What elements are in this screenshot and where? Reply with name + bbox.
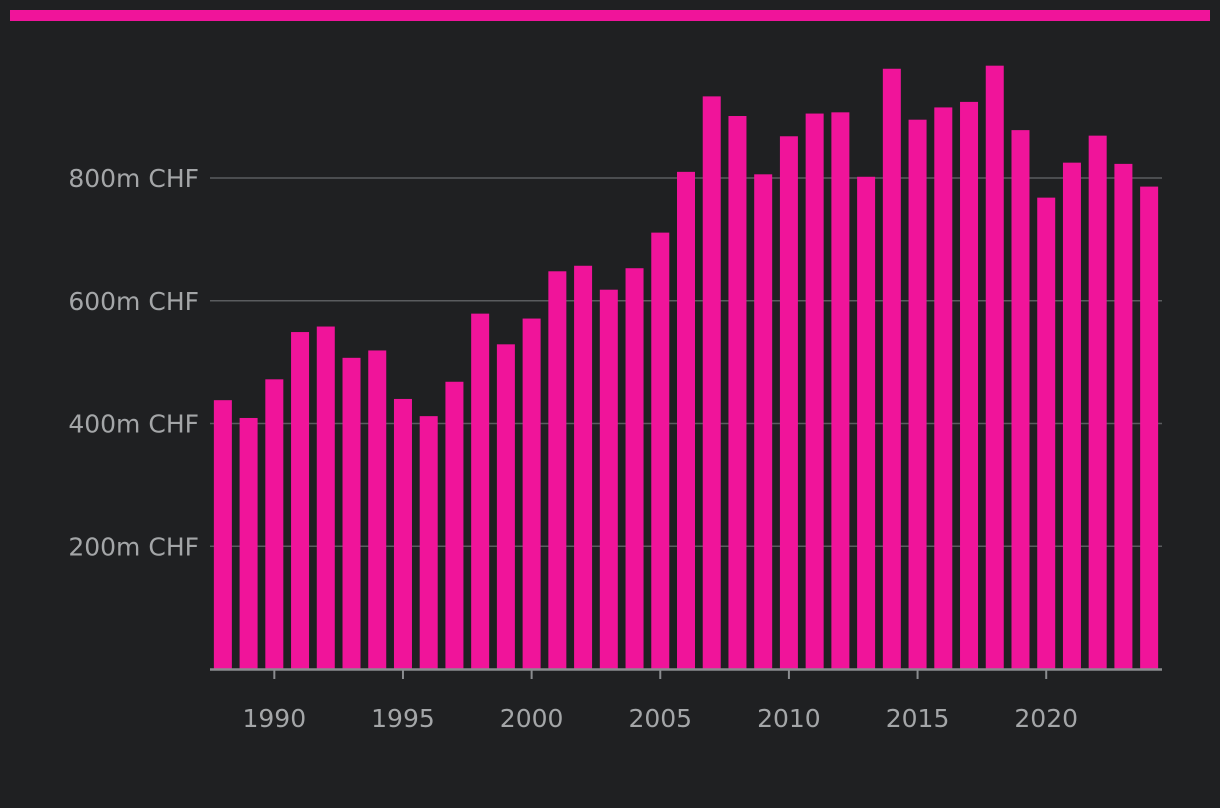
bar-2006	[677, 172, 695, 669]
bar-1991	[291, 332, 309, 669]
bar-2017	[960, 102, 978, 669]
y-tick-labels: 200m CHF 400m CHF 600m CHF 800m CHF	[68, 164, 199, 561]
bar-2022	[1089, 136, 1107, 669]
bar-2002	[574, 266, 592, 669]
x-tick-label: 1995	[371, 704, 435, 733]
bar-2015	[909, 120, 927, 669]
x-tick-label: 2010	[757, 704, 821, 733]
x-tick-labels: 1990 1995 2000 2005 2010 2015 2020	[243, 704, 1079, 733]
bar-1988	[214, 400, 232, 669]
bars	[214, 66, 1158, 669]
bar-2024	[1140, 187, 1158, 669]
bar-2004	[626, 268, 644, 669]
bar-2019	[1011, 130, 1029, 669]
y-tick-label: 800m CHF	[68, 164, 199, 193]
bar-2013	[857, 177, 875, 669]
bar-2014	[883, 69, 901, 669]
x-tick-label: 2000	[500, 704, 564, 733]
bar-2007	[703, 96, 721, 669]
bar-2021	[1063, 163, 1081, 669]
bar-2003	[600, 290, 618, 669]
y-tick-label: 600m CHF	[68, 287, 199, 316]
bar-1990	[265, 379, 283, 669]
bar-1996	[420, 416, 438, 669]
x-tick-label: 2015	[886, 704, 950, 733]
bar-1992	[317, 327, 335, 669]
bar-2010	[780, 136, 798, 669]
bar-2018	[986, 66, 1004, 669]
bar-2005	[651, 233, 669, 669]
bar-1995	[394, 399, 412, 669]
bar-1999	[497, 344, 515, 669]
bar-1994	[368, 350, 386, 669]
bar-2020	[1037, 198, 1055, 669]
x-tick-label: 2005	[628, 704, 692, 733]
bar-1998	[471, 314, 489, 669]
bar-2012	[831, 112, 849, 669]
bar-2001	[548, 271, 566, 669]
x-tick-label: 1990	[243, 704, 307, 733]
x-tick-label: 2020	[1014, 704, 1078, 733]
bar-1993	[343, 358, 361, 669]
bar-2008	[728, 116, 746, 669]
bar-1989	[240, 418, 258, 669]
y-tick-label: 200m CHF	[68, 532, 199, 561]
bar-2009	[754, 174, 772, 669]
bar-2023	[1114, 164, 1132, 669]
bar-2016	[934, 107, 952, 669]
y-tick-label: 400m CHF	[68, 410, 199, 439]
bar-2011	[806, 114, 824, 669]
bar-2000	[523, 319, 541, 669]
x-axis	[210, 670, 1162, 680]
bar-1997	[445, 382, 463, 669]
